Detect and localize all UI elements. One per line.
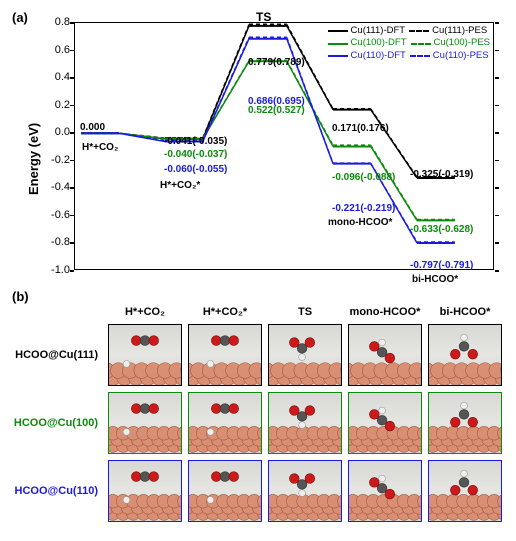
panel-b-grid: H*+CO₂ H*+CO₂* TS mono-HCOO* bi-HCOO* HCOO@Cu… bbox=[12, 306, 504, 522]
col-head: bi-HCOO* bbox=[428, 306, 502, 318]
structure-cell bbox=[348, 324, 422, 386]
panel-a: (a) Energy (eV) TS Cu(111)-DFTCu(111)-PE… bbox=[12, 10, 504, 280]
value-annot: 0.779(0.789) bbox=[248, 57, 305, 68]
col-head: mono-HCOO* bbox=[348, 306, 422, 318]
structure-cell bbox=[188, 324, 262, 386]
value-annot: -0.096(-0.088) bbox=[332, 172, 395, 183]
y-tick: 0.2 bbox=[40, 99, 70, 111]
y-tick: -0.2 bbox=[40, 154, 70, 166]
value-annot: -0.633(-0.628) bbox=[410, 224, 473, 235]
y-tick: 0.8 bbox=[40, 16, 70, 28]
structure-cell bbox=[428, 324, 502, 386]
structure-cell bbox=[428, 460, 502, 522]
stage-label: bi-HCOO* bbox=[412, 274, 458, 285]
y-tick: -0.8 bbox=[40, 236, 70, 248]
stage-label: H*+CO₂ bbox=[82, 142, 118, 153]
value-annot: -0.221(-0.219) bbox=[332, 203, 395, 214]
row-head: HCOO@Cu(110) bbox=[12, 485, 102, 497]
value-annot: 0.522(0.527) bbox=[248, 105, 305, 116]
legend-row: Cu(111)-DFTCu(111)-PES bbox=[328, 25, 490, 37]
value-annot: -0.041(-0.035) bbox=[164, 136, 227, 147]
structure-cell bbox=[108, 460, 182, 522]
value-annot: 0.171(0.176) bbox=[332, 123, 389, 134]
y-tick: 0.0 bbox=[40, 126, 70, 138]
legend-row: Cu(110)-DFTCu(110)-PES bbox=[328, 50, 490, 62]
y-axis-label: Energy (eV) bbox=[26, 123, 41, 195]
value-annot: 0.000 bbox=[80, 122, 105, 133]
value-annot: -0.040(-0.037) bbox=[164, 149, 227, 160]
structure-cell bbox=[108, 324, 182, 386]
col-head: H*+CO₂ bbox=[108, 306, 182, 318]
panel-a-label: (a) bbox=[12, 10, 28, 25]
col-head: H*+CO₂* bbox=[188, 306, 262, 318]
value-annot: -0.325(-0.319) bbox=[410, 169, 473, 180]
row-head: HCOO@Cu(100) bbox=[12, 417, 102, 429]
structure-cell bbox=[348, 460, 422, 522]
structure-cell bbox=[108, 392, 182, 454]
structure-cell bbox=[348, 392, 422, 454]
structure-cell bbox=[428, 392, 502, 454]
y-tick: -1.0 bbox=[40, 264, 70, 276]
legend: Cu(111)-DFTCu(111)-PESCu(100)-DFTCu(100)… bbox=[328, 24, 490, 63]
value-annot: -0.060(-0.055) bbox=[164, 164, 227, 175]
structure-cell bbox=[268, 324, 342, 386]
stage-label: mono-HCOO* bbox=[328, 217, 392, 228]
legend-row: Cu(100)-DFTCu(100)-PES bbox=[328, 37, 490, 49]
y-tick: -0.6 bbox=[40, 209, 70, 221]
structure-cell bbox=[268, 460, 342, 522]
y-tick: -0.4 bbox=[40, 181, 70, 193]
structure-cell bbox=[268, 392, 342, 454]
row-head: HCOO@Cu(111) bbox=[12, 349, 102, 361]
y-tick: 0.4 bbox=[40, 71, 70, 83]
figure-wrapper: (a) Energy (eV) TS Cu(111)-DFTCu(111)-PE… bbox=[0, 0, 516, 536]
value-annot: 0.686(0.695) bbox=[248, 96, 305, 107]
value-annot: -0.797(-0.791) bbox=[410, 260, 473, 271]
structure-cell bbox=[188, 460, 262, 522]
structure-cell bbox=[188, 392, 262, 454]
stage-label: H*+CO₂* bbox=[160, 180, 200, 191]
panel-b-label: (b) bbox=[12, 289, 29, 304]
col-head: TS bbox=[268, 306, 342, 318]
y-tick: 0.6 bbox=[40, 44, 70, 56]
